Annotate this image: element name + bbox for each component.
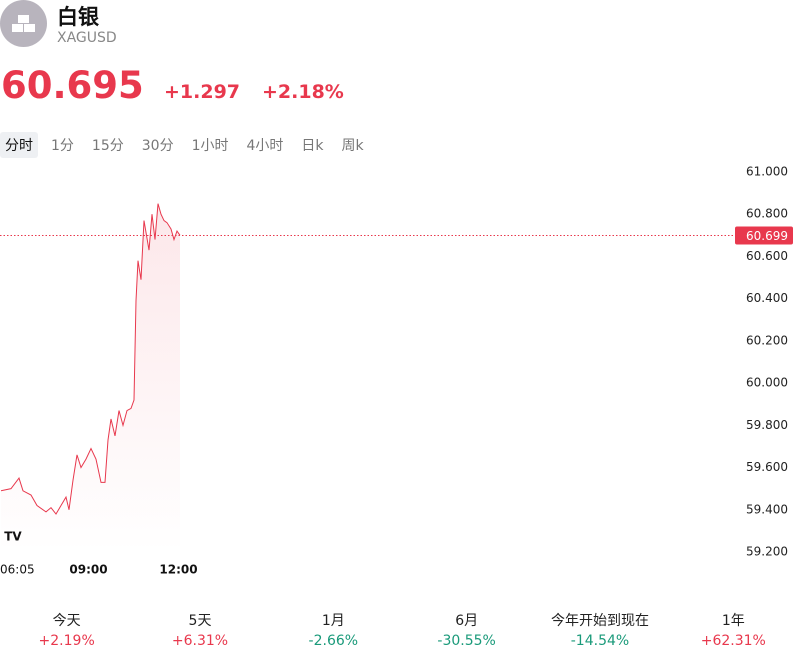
y-tick-label: 60.400 xyxy=(746,291,788,305)
change-pct: +2.18% xyxy=(262,81,344,103)
performance-row: 今天 +2.19% 5天 +6.31% 1月 -2.66% 6月 -30.55% 今年开始到现在… xyxy=(0,610,800,649)
change: +1.297 xyxy=(164,81,241,103)
tab[interactable]: 30分 xyxy=(141,138,174,154)
y-tick-label: 60.600 xyxy=(746,249,788,263)
tab[interactable]: 4小时 xyxy=(246,138,284,154)
bar-shape xyxy=(18,15,29,23)
asset-symbol: XAGUSD xyxy=(57,30,117,46)
y-tick-label: 59.400 xyxy=(746,502,788,516)
performance-item[interactable]: 1月 -2.66% xyxy=(267,610,400,649)
period-change: -14.54% xyxy=(570,633,630,649)
period-label: 1年 xyxy=(721,613,745,629)
x-tick-label: 06:05 xyxy=(0,563,35,577)
y-tick-label: 61.000 xyxy=(746,165,788,179)
tab[interactable]: 周k xyxy=(341,138,364,154)
x-tick-label: 12:00 xyxy=(159,563,197,577)
price-line xyxy=(0,203,181,515)
period-change: +6.31% xyxy=(171,633,229,649)
performance-item[interactable]: 今年开始到现在 -14.54% xyxy=(533,610,666,649)
last-price-label: 60.699 xyxy=(746,229,788,243)
asset-name: 白银 xyxy=(57,5,99,29)
period-change: -30.55% xyxy=(437,633,496,649)
y-tick-label: 59.800 xyxy=(746,418,788,432)
tab[interactable]: 日k xyxy=(301,138,324,154)
y-tick-label: 60.000 xyxy=(746,376,788,390)
period-change: -2.66% xyxy=(308,633,359,649)
price: 60.695 xyxy=(1,64,144,107)
chart: TV 59.20059.40059.60059.80060.00060.2006… xyxy=(0,165,793,577)
timeframe-tabs: 分时 1分 15分 30分 1小时 4小时 日k 周k xyxy=(0,132,377,158)
x-tick-label: 09:00 xyxy=(69,563,107,577)
tab[interactable]: 1分 xyxy=(51,138,74,154)
period-label: 6月 xyxy=(455,613,479,629)
performance-item[interactable]: 1年 +62.31% xyxy=(667,610,800,649)
period-label: 5天 xyxy=(188,613,212,629)
bar-shape xyxy=(12,24,23,32)
bar-shape xyxy=(24,24,35,32)
y-tick-label: 60.800 xyxy=(746,207,788,221)
tab[interactable]: 分时 xyxy=(0,132,38,158)
asset-icon xyxy=(0,0,47,47)
performance-item[interactable]: 5天 +6.31% xyxy=(133,610,266,649)
period-label: 今年开始到现在 xyxy=(550,613,649,629)
tab[interactable]: 15分 xyxy=(91,138,124,154)
tab[interactable]: 1小时 xyxy=(191,138,229,154)
icon-graphic xyxy=(12,15,35,32)
period-label: 今天 xyxy=(52,613,81,629)
last-price-tag xyxy=(735,226,793,245)
line-area xyxy=(1,203,180,552)
period-change: +62.31% xyxy=(700,633,766,649)
y-tick-label: 59.600 xyxy=(746,460,788,474)
period-change: +2.19% xyxy=(38,633,95,649)
y-tick-label: 59.200 xyxy=(746,545,788,559)
y-tick-label: 60.200 xyxy=(746,333,788,347)
performance-item[interactable]: 今天 +2.19% xyxy=(0,610,133,649)
period-label: 1月 xyxy=(321,613,345,629)
performance-item[interactable]: 6月 -30.55% xyxy=(400,610,533,649)
